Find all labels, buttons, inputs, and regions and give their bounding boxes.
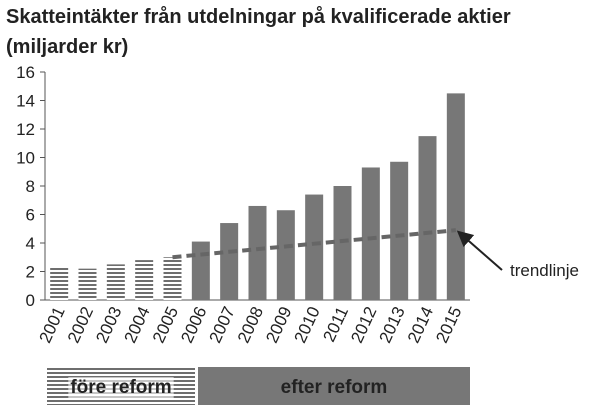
y-tick-label: 10	[16, 149, 35, 168]
bar	[305, 194, 324, 300]
y-tick-label: 0	[26, 291, 35, 310]
chart-title: Skatteintäkter från utdelningar på kvali…	[6, 6, 511, 58]
bar	[390, 161, 409, 300]
x-tick-label: 2009	[262, 304, 295, 346]
y-tick-label: 12	[16, 120, 35, 139]
x-tick-label: 2003	[92, 304, 125, 346]
x-tick-label: 2007	[206, 304, 239, 346]
bar	[248, 205, 267, 300]
x-tick-label: 2015	[432, 304, 465, 346]
x-tick-label: 2004	[121, 304, 154, 346]
title-box: Skatteintäkter från utdelningar på kvali…	[6, 6, 511, 58]
bar	[418, 136, 437, 300]
bar	[50, 267, 69, 300]
y-tick-label: 14	[16, 92, 35, 111]
legend-label-bg	[68, 377, 174, 398]
x-tick-label: 2013	[376, 304, 409, 346]
y-tick-label: 4	[26, 234, 35, 253]
bar	[135, 260, 154, 300]
bar	[446, 93, 465, 300]
annotation-arrow	[456, 230, 503, 271]
x-tick-label: 2014	[404, 304, 437, 346]
bar	[220, 223, 239, 300]
y-tick-label: 16	[16, 63, 35, 82]
trend-line	[172, 228, 457, 260]
bar	[106, 264, 125, 300]
bar	[163, 257, 182, 300]
x-tick-label: 2006	[177, 304, 210, 346]
x-tick-label: 2012	[347, 304, 380, 346]
legend-label: före reform	[70, 377, 171, 398]
bar	[191, 241, 210, 300]
x-tick-label: 2010	[291, 304, 324, 346]
legend-swatch	[198, 367, 470, 405]
annotation: trendlinje	[510, 261, 579, 280]
x-tick-label: 2002	[64, 304, 97, 346]
y-tick-label: 2	[26, 263, 35, 282]
bar	[361, 167, 380, 300]
legend-label: efter reform	[281, 377, 388, 398]
x-tick-label: 2008	[234, 304, 267, 346]
y-tick-label: 6	[26, 206, 35, 225]
y-tick-label: 8	[26, 177, 35, 196]
x-tick-label: 2005	[149, 304, 182, 346]
x-tick-label: 2001	[36, 304, 69, 346]
bar	[276, 210, 295, 300]
bar	[78, 268, 97, 300]
